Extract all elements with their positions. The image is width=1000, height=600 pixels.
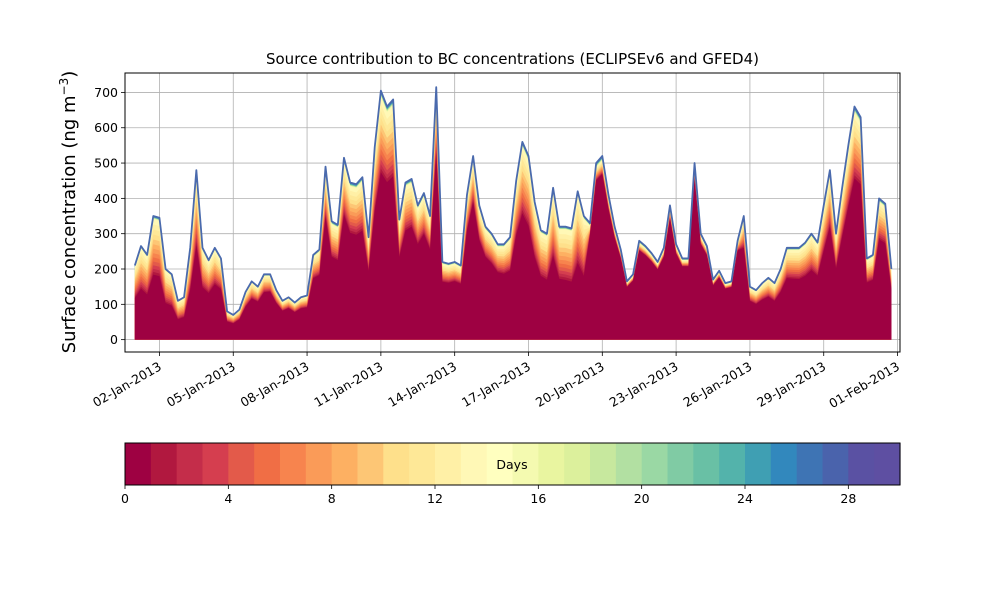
y-tick-label: 0 [110, 332, 118, 347]
colorbar-frame [124, 442, 901, 486]
y-tick-label: 300 [94, 226, 118, 241]
colorbar-segment [486, 443, 514, 485]
x-tick-label: 29-Jan-2013 [754, 359, 828, 410]
colorbar-segment [331, 443, 359, 485]
y-axis-label: Surface concentration (ng m−3) [57, 71, 80, 354]
colorbar-segment [254, 443, 281, 485]
y-tick-label: 500 [94, 156, 118, 171]
colorbar-tick-label: 16 [530, 491, 546, 506]
colorbar-tick-label: 24 [737, 491, 753, 506]
colorbar-segment [383, 443, 410, 485]
y-tick-label: 400 [94, 191, 118, 206]
colorbar-segment [719, 443, 746, 485]
x-tick-label: 26-Jan-2013 [680, 359, 754, 410]
y-axis-label-close: ) [59, 71, 80, 78]
colorbar-segment [460, 443, 488, 485]
colorbar-segment [357, 443, 384, 485]
colorbar-segment [641, 443, 669, 485]
colorbar-segment [667, 443, 694, 485]
colorbar-tick-label: 4 [224, 491, 232, 506]
x-tick-label: 23-Jan-2013 [607, 359, 681, 410]
colorbar-tick-label: 12 [427, 491, 443, 506]
colorbar-segment [874, 443, 901, 485]
colorbar-segment [202, 443, 229, 485]
colorbar-segment [228, 443, 255, 485]
colorbar-segment [822, 443, 849, 485]
colorbar-segment [538, 443, 565, 485]
y-tick-label: 600 [94, 120, 118, 135]
colorbar-tick-label: 8 [328, 491, 336, 506]
y-axis-label-main: Surface concentration (ng m [59, 95, 80, 353]
colorbar-segment [615, 443, 643, 485]
plot-frame [124, 72, 901, 353]
colorbar-segment [435, 443, 462, 485]
colorbar-segment [150, 443, 178, 485]
colorbar-segment [745, 443, 772, 485]
colorbar-segment [564, 443, 591, 485]
x-tick-label: 08-Jan-2013 [238, 359, 312, 410]
colorbar-segment [305, 443, 333, 485]
total-line [133, 86, 893, 316]
colorbar-segment [176, 443, 204, 485]
colorbar-tick-label: 20 [634, 491, 650, 506]
x-tick-label: 01-Feb-2013 [826, 359, 902, 411]
y-tick-label: 700 [94, 85, 118, 100]
colorbar-segment [409, 443, 436, 485]
colorbar-segment [770, 443, 798, 485]
x-axis: 02-Jan-2013 05-Jan-2013 08-Jan-2013 11-Jan-… [90, 352, 902, 411]
area-band [134, 153, 892, 340]
colorbar-label: Days [496, 457, 527, 472]
x-tick-label: 17-Jan-2013 [459, 359, 533, 410]
y-axis-label-superscript: −3 [57, 78, 71, 96]
colorbar-segment [125, 443, 152, 485]
x-tick-label: 02-Jan-2013 [90, 359, 164, 410]
y-tick-label: 200 [94, 262, 118, 277]
colorbar-segment [693, 443, 720, 485]
colorbar-segment [796, 443, 824, 485]
y-tick-label: 100 [94, 297, 118, 312]
x-tick-label: 11-Jan-2013 [311, 359, 385, 410]
colorbar [125, 443, 901, 485]
y-axis: 0 100 200 300 400 500 600 700 [94, 85, 125, 347]
x-tick-label: 14-Jan-2013 [385, 359, 459, 410]
total-line-layer [133, 86, 893, 316]
x-tick-label: 05-Jan-2013 [164, 359, 238, 410]
colorbar-tick-label: 28 [840, 491, 856, 506]
colorbar-segment [848, 443, 875, 485]
colorbar-segment [512, 443, 539, 485]
colorbar-tick-label: 0 [121, 491, 129, 506]
colorbar-segment [590, 443, 617, 485]
colorbar-ticks: 0 4 8 12 16 20 24 28 [121, 485, 856, 506]
colorbar-segment [280, 443, 307, 485]
chart-title: Source contribution to BC concentrations… [266, 50, 759, 68]
x-tick-label: 20-Jan-2013 [533, 359, 607, 410]
